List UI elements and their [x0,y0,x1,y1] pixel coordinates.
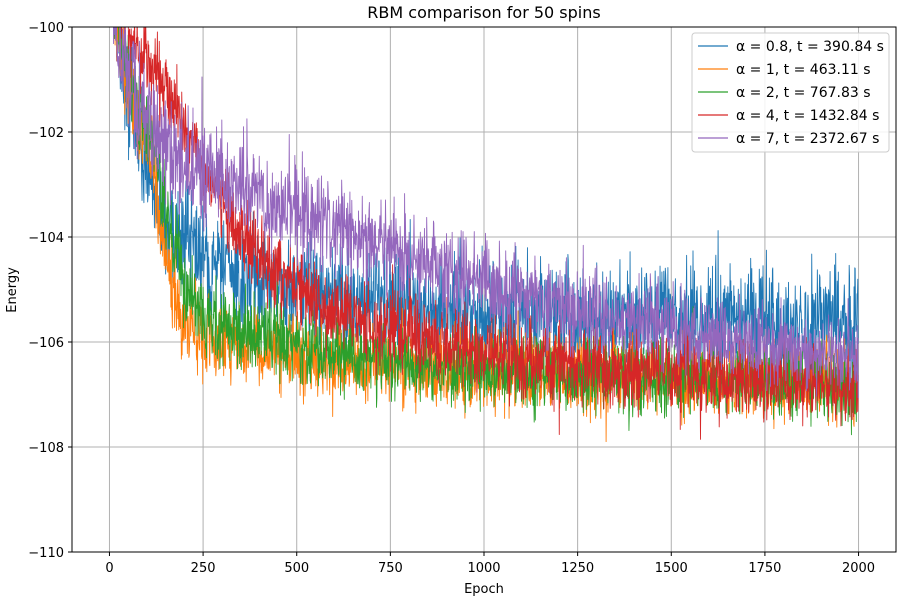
legend-label: α = 1, t = 463.11 s [736,62,871,78]
x-tick-label: 750 [378,561,403,576]
y-axis: −110 −108 −106 −104 −102 −100 [28,21,72,561]
y-tick-label: −100 [28,21,64,36]
x-tick-label: 250 [191,561,216,576]
x-axis: 0 250 500 750 1000 1250 1500 1750 2000 [105,552,875,576]
chart-title: RBM comparison for 50 spins [367,3,600,22]
y-axis-label: Energy [5,267,20,313]
x-axis-label: Epoch [464,582,504,597]
series-line [112,27,859,399]
y-tick-label: −106 [28,336,64,351]
x-tick-label: 1500 [655,561,688,576]
y-tick-label: −102 [28,126,64,141]
legend-label: α = 7, t = 2372.67 s [736,131,879,147]
legend-box [691,32,890,153]
y-tick-label: −104 [28,231,64,246]
x-tick-label: 1000 [467,561,500,576]
series-layer [112,27,859,443]
x-tick-label: 500 [284,561,309,576]
y-tick-label: −110 [28,546,64,561]
x-tick-label: 0 [105,561,113,576]
x-tick-label: 1250 [561,561,594,576]
legend-label: α = 2, t = 767.83 s [736,85,871,101]
x-tick-label: 2000 [842,561,875,576]
legend: α = 0.8, t = 390.84 s α = 1, t = 463.11 s… [691,32,890,153]
legend-label: α = 4, t = 1432.84 s [736,108,879,124]
x-tick-label: 1750 [748,561,781,576]
legend-label: α = 0.8, t = 390.84 s [736,39,884,55]
y-tick-label: −108 [28,441,64,456]
